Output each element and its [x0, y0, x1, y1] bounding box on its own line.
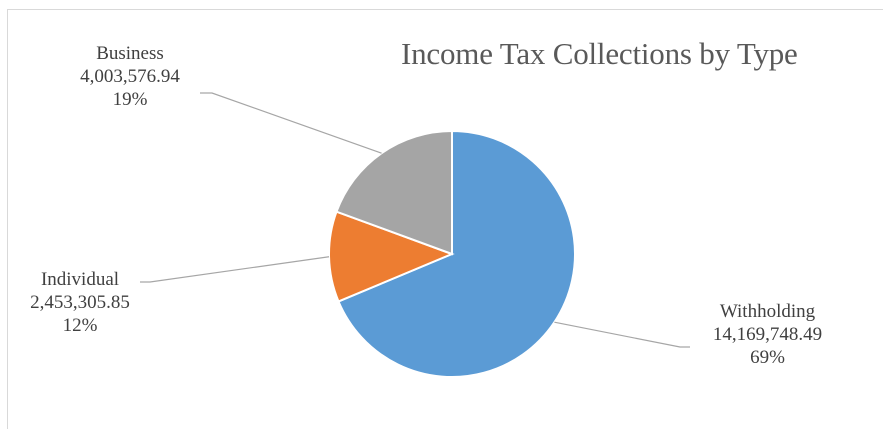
data-label-business-value: 4,003,576.94	[80, 66, 180, 87]
pie-slice-business	[335, 129, 453, 256]
leader-line-withholding	[554, 321, 690, 348]
data-label-business-name: Business	[96, 43, 164, 64]
data-label-withholding-percent: 69%	[750, 347, 785, 368]
data-label-individual-percent: 12%	[62, 315, 98, 336]
data-label-business-percent: 19%	[112, 89, 148, 110]
data-label-individual-value: 2,453,305.85	[30, 292, 130, 313]
data-label-withholding-value: 14,169,748.49	[712, 324, 823, 345]
pie-slice-withholding	[337, 129, 576, 378]
data-label-business: Business 4,003,576.94 19%	[70, 42, 190, 111]
chart-frame	[7, 9, 883, 429]
data-label-individual-name: Individual	[40, 269, 120, 290]
chart-title: Income Tax Collections by Type	[401, 36, 798, 71]
data-label-individual: Individual 2,453,305.85 12%	[10, 268, 150, 337]
leader-line-individual	[140, 256, 330, 283]
pie-slice-individual	[328, 210, 455, 303]
leader-line-business	[200, 92, 382, 154]
data-label-withholding: Withholding 14,169,748.49 69%	[680, 300, 855, 369]
data-label-withholding-name: Withholding	[719, 301, 816, 322]
